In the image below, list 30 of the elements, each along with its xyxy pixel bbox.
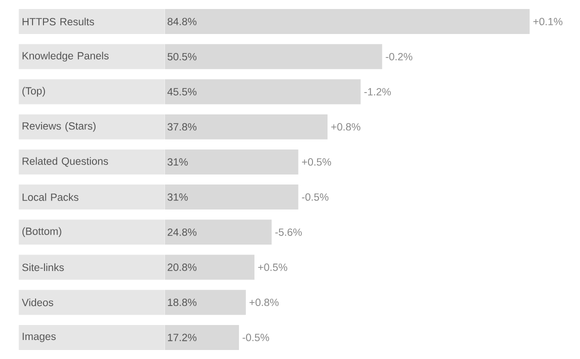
- y-tick-label: Local Packs: [22, 193, 78, 201]
- y-tick-label: Related Questions: [22, 157, 108, 167]
- data-label: 20.8%: [168, 264, 196, 271]
- data-label: 50.5%: [168, 52, 196, 60]
- annotation: -0.5%: [302, 193, 328, 201]
- data-label: 24.8%: [168, 228, 196, 236]
- annotation: -1.2%: [364, 88, 391, 96]
- data-label: 18.8%: [168, 298, 196, 306]
- y-tick-label: HTTPS Results: [22, 18, 94, 26]
- annotation: +0.8%: [250, 298, 279, 306]
- annotation: +0.5%: [258, 264, 288, 271]
- y-tick-label: (Top): [22, 86, 45, 97]
- annotation: +0.5%: [302, 158, 332, 166]
- annotation: -0.5%: [242, 334, 270, 342]
- annotation: +0.1%: [533, 18, 562, 26]
- y-tick-label: Reviews (Stars): [22, 122, 96, 132]
- y-tick-label: Site-links: [22, 263, 64, 272]
- y-tick-label: Knowledge Panels: [22, 52, 109, 62]
- y-tick-label: (Bottom): [22, 227, 62, 238]
- data-label: 31%: [168, 158, 188, 166]
- data-label: 45.5%: [167, 88, 196, 96]
- data-label: 31%: [168, 193, 188, 201]
- data-label: 84.8%: [168, 18, 196, 26]
- y-tick-label: Images: [22, 332, 56, 342]
- data-label: 37.8%: [168, 123, 196, 131]
- data-label: 17.2%: [168, 334, 196, 342]
- annotation: +0.8%: [331, 123, 360, 131]
- annotation: -5.6%: [275, 228, 302, 236]
- y-tick-label: Videos: [22, 298, 54, 306]
- annotation: -0.2%: [386, 52, 412, 60]
